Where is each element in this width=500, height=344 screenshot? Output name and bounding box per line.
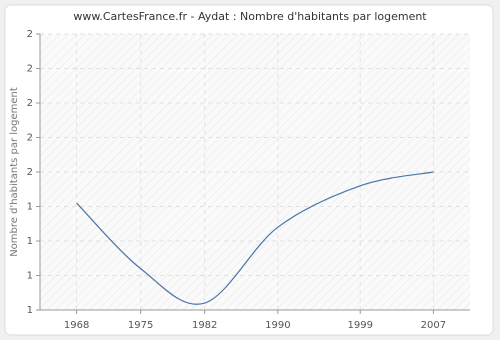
y-tick-label: 1 <box>27 305 33 316</box>
chart-title: www.CartesFrance.fr - Aydat : Nombre d'h… <box>73 10 427 23</box>
x-tick-label: 1990 <box>265 320 290 331</box>
y-tick-label: 1 <box>27 271 33 282</box>
y-tick-label: 2 <box>27 64 33 75</box>
x-tick-label: 2007 <box>421 320 446 331</box>
x-tick-label: 1975 <box>128 320 153 331</box>
line <box>76 171 434 305</box>
y-tick-label: 2 <box>27 167 33 178</box>
x-tick-label: 1982 <box>192 320 217 331</box>
y-tick-label: 2 <box>27 133 33 144</box>
y-axis-label: Nombre d'habitants par logement <box>9 87 20 257</box>
y-tick-label: 1 <box>27 236 33 247</box>
x-tick-label: 1968 <box>64 320 89 331</box>
y-tick-label: 1 <box>27 202 33 213</box>
x-tick-label: 1999 <box>347 320 372 331</box>
y-tick-label: 2 <box>27 29 33 40</box>
plot-area <box>40 34 470 310</box>
y-tick-label: 2 <box>27 98 33 109</box>
